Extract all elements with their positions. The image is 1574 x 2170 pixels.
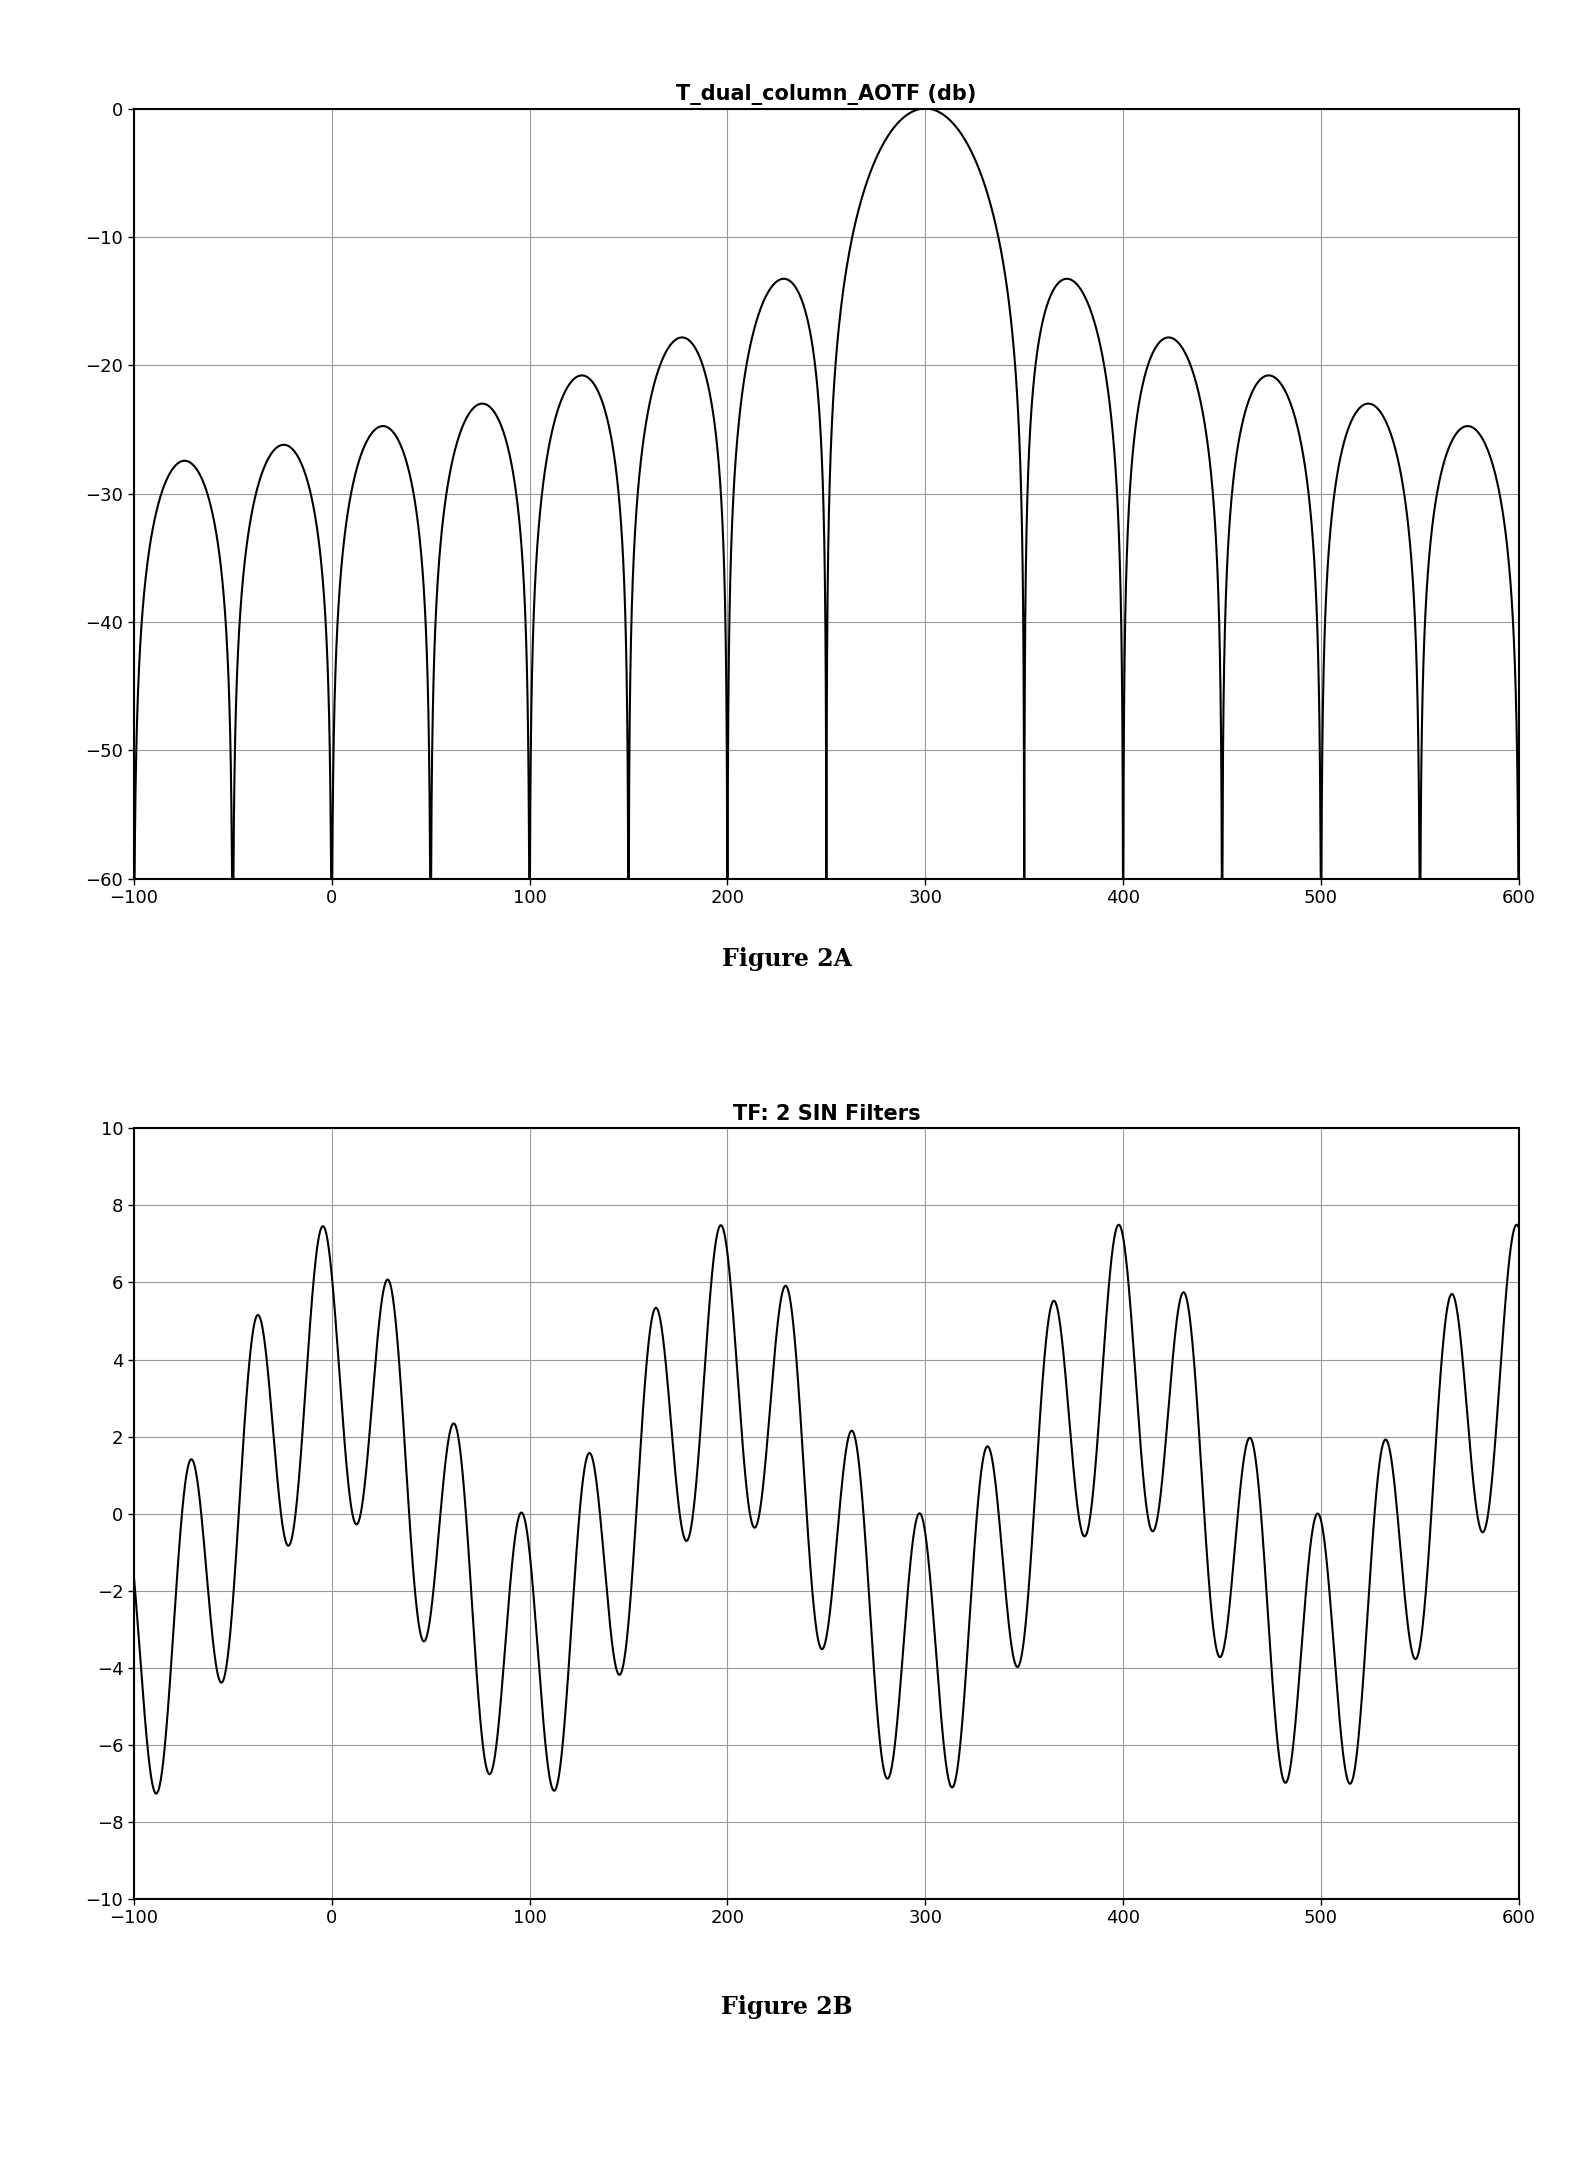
Title: T_dual_column_AOTF (db): T_dual_column_AOTF (db) [677, 85, 976, 104]
Text: Figure 2A: Figure 2A [722, 946, 852, 972]
Title: TF: 2 SIN Filters: TF: 2 SIN Filters [732, 1105, 921, 1124]
Text: Figure 2B: Figure 2B [721, 1994, 853, 2020]
